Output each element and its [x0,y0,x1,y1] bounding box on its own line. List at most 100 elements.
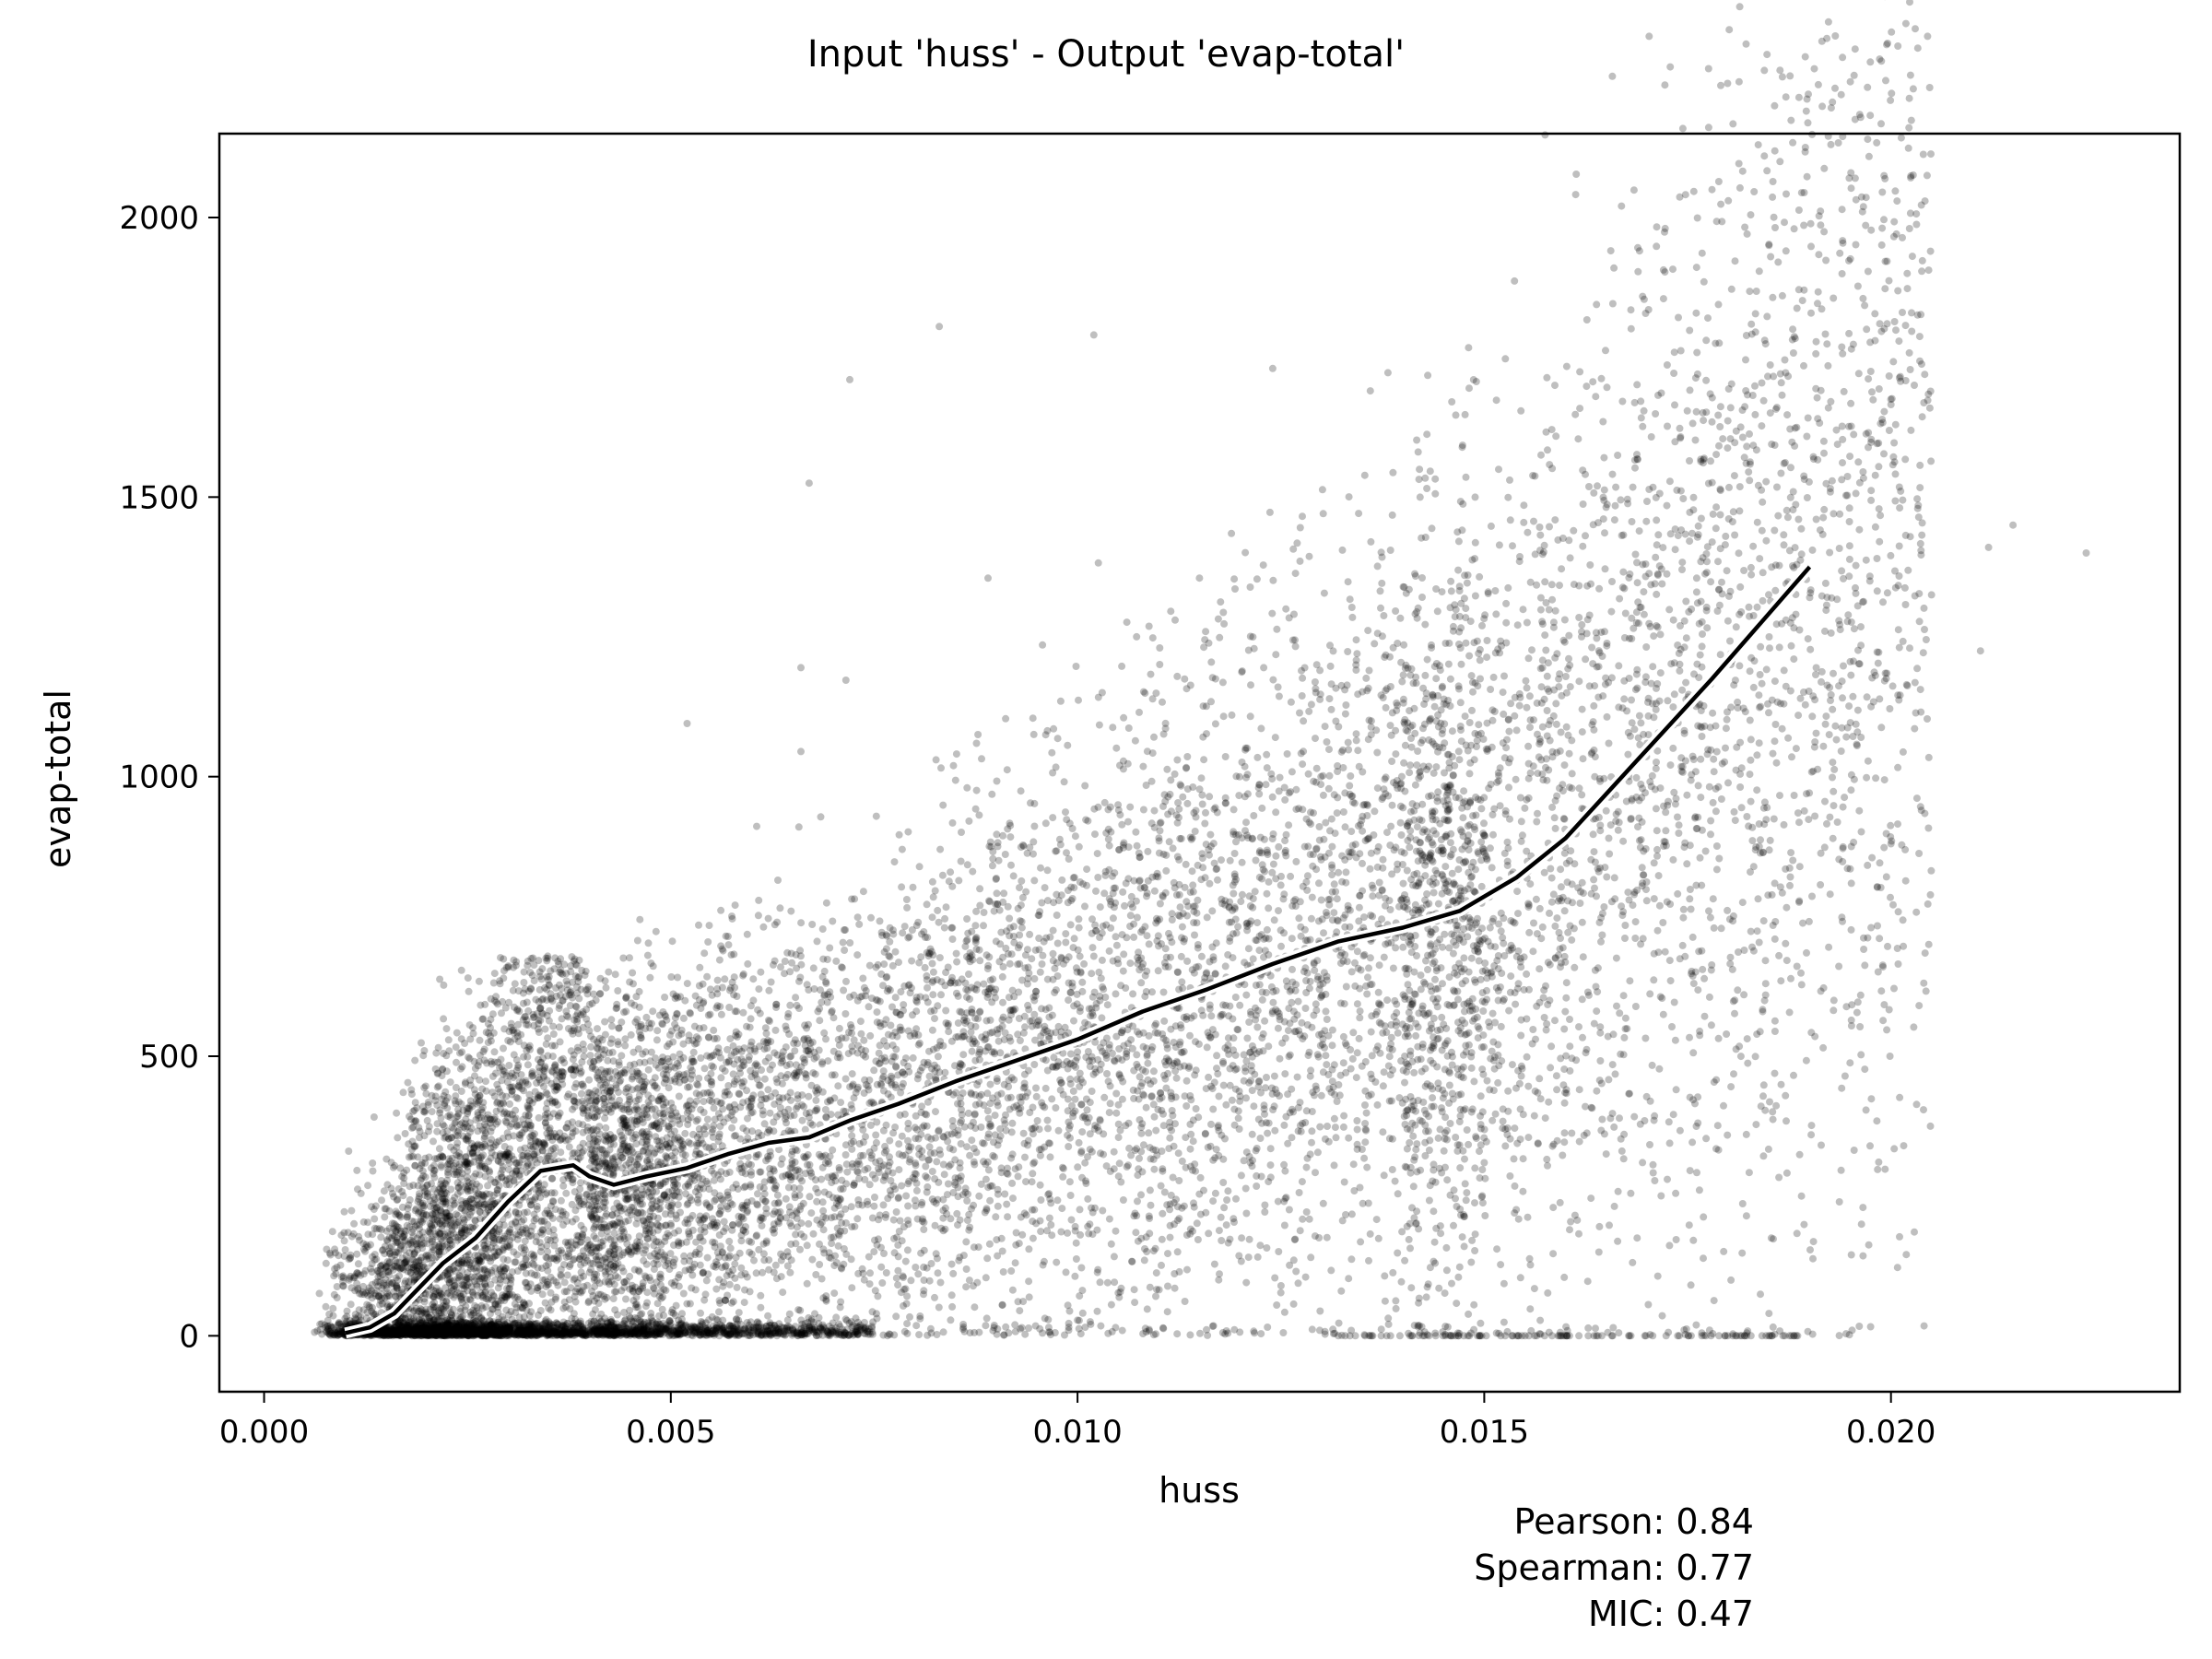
scatter-point [411,1323,419,1331]
scatter-point [1850,430,1858,439]
scatter-point [707,1070,715,1077]
scatter-point [1593,1087,1601,1095]
scatter-point [897,988,905,996]
scatter-point [1322,818,1330,827]
scatter-point [1560,616,1569,624]
scatter-point [1228,529,1236,537]
scatter-point [573,982,581,991]
scatter-point [1476,645,1484,653]
scatter-point [1538,723,1547,731]
scatter-point [1821,330,1830,338]
scatter-point [478,1195,487,1204]
scatter-point [1846,1059,1854,1067]
scatter-point [714,1044,723,1053]
scatter-point [1560,1025,1569,1033]
scatter-point [1860,934,1867,942]
scatter-point [1317,781,1325,789]
scatter-point [1242,1209,1251,1218]
scatter-point [1889,358,1898,366]
scatter-point [925,1277,934,1285]
scatter-point [412,1241,420,1248]
scatter-point [945,1162,953,1171]
scatter-point [1845,555,1853,563]
scatter-point [956,1119,964,1127]
scatter-point [928,913,936,922]
scatter-point [1471,1230,1479,1239]
scatter-point [669,1182,677,1189]
scatter-point [925,1143,934,1151]
scatter-point [1500,914,1508,923]
scatter-point [1011,1321,1019,1329]
scatter-point [1282,605,1290,613]
scatter-point [1408,1119,1417,1127]
scatter-point [1688,606,1696,613]
scatter-point [1683,860,1691,868]
scatter-point [561,1136,570,1145]
scatter-point [729,1298,737,1306]
scatter-point [909,1053,917,1062]
scatter-point [1712,842,1721,850]
scatter-point [1520,501,1528,510]
scatter-point [1058,1205,1066,1213]
scatter-point [1014,944,1022,952]
scatter-point [997,1234,1006,1242]
scatter-point [1628,696,1635,704]
scatter-point [1163,765,1171,773]
scatter-point [1346,906,1354,914]
scatter-point [735,1331,743,1339]
scatter-point [401,1314,409,1323]
scatter-point [1769,1115,1777,1124]
scatter-point [1759,396,1768,405]
scatter-point [1808,546,1817,554]
scatter-point [418,1329,427,1336]
scatter-point [1111,1278,1119,1287]
scatter-point [1076,1206,1084,1214]
scatter-point [1738,1200,1747,1207]
scatter-point [1363,990,1371,998]
scatter-point [1841,794,1849,802]
scatter-point [401,1130,409,1137]
scatter-point [952,949,960,958]
scatter-point [465,1322,472,1330]
scatter-point [1635,796,1643,805]
scatter-point [1109,724,1117,732]
scatter-point [989,975,997,983]
scatter-point [333,1264,341,1271]
scatter-point [1354,964,1362,972]
scatter-point [500,955,508,963]
scatter-point [1486,1022,1494,1030]
scatter-point [665,1332,674,1340]
scatter-point [1215,1092,1223,1100]
scatter-point [1002,1323,1010,1331]
scatter-point [1478,1199,1487,1207]
scatter-point [590,1232,598,1241]
scatter-point [653,1036,661,1044]
scatter-point [719,1282,727,1290]
scatter-point [1761,980,1770,988]
scatter-point [1782,247,1790,255]
scatter-point [565,1330,573,1338]
scatter-point [1162,866,1171,875]
scatter-point [637,1321,645,1328]
scatter-point [842,977,850,985]
scatter-point [1065,1143,1073,1150]
scatter-point [396,1329,404,1337]
scatter-point [1453,1300,1461,1308]
scatter-point [727,951,735,959]
scatter-point [839,938,847,947]
scatter-point [439,1321,447,1329]
scatter-point [1505,783,1512,792]
scatter-point [1749,683,1758,691]
scatter-point [1145,1212,1153,1220]
scatter-point [362,1241,371,1249]
scatter-point [691,992,700,1000]
scatter-point [1610,516,1618,524]
scatter-point [1112,1109,1121,1117]
scatter-point [543,1332,551,1340]
scatter-point [739,1058,747,1066]
scatter-point [796,1245,804,1253]
scatter-point [574,1025,582,1033]
scatter-point [415,1326,423,1335]
scatter-point [1746,429,1753,438]
scatter-point [1517,818,1525,826]
